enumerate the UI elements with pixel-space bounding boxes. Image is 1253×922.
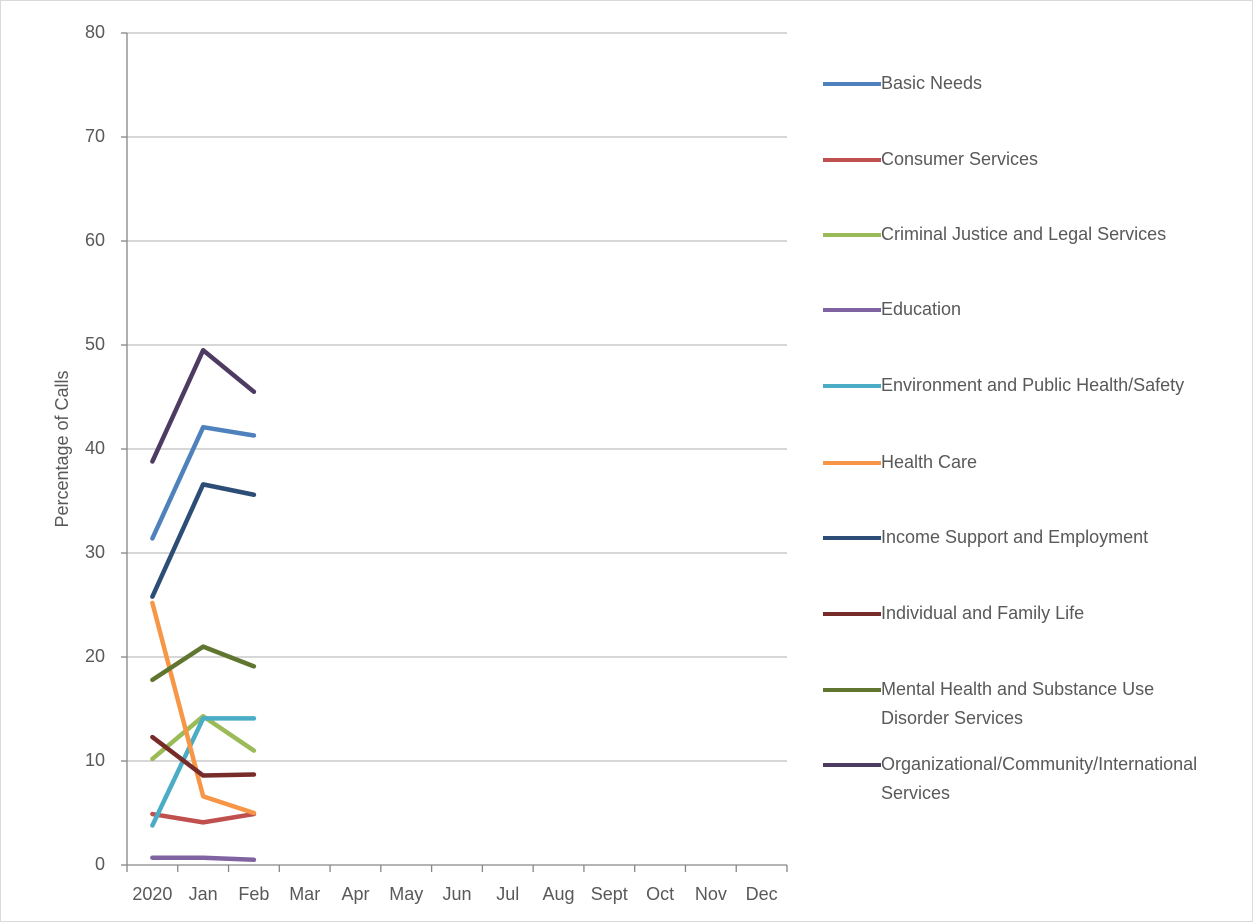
series-line [150, 600, 257, 816]
legend-label: Mental Health and Substance Use Disorder… [881, 679, 1155, 728]
x-tick-label: Sept [591, 884, 628, 904]
x-tick-label: May [389, 884, 423, 904]
series-line [150, 811, 257, 825]
legend-label: Organizational/Community/International S… [881, 754, 1198, 803]
x-tick-label: Dec [746, 884, 778, 904]
x-tick-label: Apr [341, 884, 369, 904]
y-tick-label: 30 [85, 542, 105, 562]
legend-swatch [823, 688, 881, 692]
legend-entry: Criminal Justice and Legal Services [823, 223, 1223, 249]
y-axis-title: Percentage of Calls [52, 370, 72, 527]
x-tick-label: Feb [238, 884, 269, 904]
legend-swatch [823, 612, 881, 616]
y-tick-label: 60 [85, 230, 105, 250]
legend-label: Criminal Justice and Legal Services [881, 224, 1167, 244]
legend-label: Income Support and Employment [881, 527, 1149, 547]
legend-label: Consumer Services [881, 149, 1039, 169]
x-tick-label: Nov [695, 884, 727, 904]
y-tick-label: 20 [85, 646, 105, 666]
legend-entry: Organizational/Community/International S… [823, 753, 1223, 808]
legend-entry: Mental Health and Substance Use Disorder… [823, 678, 1223, 733]
x-tick-label: Jan [189, 884, 218, 904]
legend-swatch [823, 384, 881, 388]
legend-entry: Consumer Services [823, 148, 1223, 174]
legend-swatch [823, 536, 881, 540]
legend-swatch [823, 763, 881, 767]
legend-entry: Environment and Public Health/Safety [823, 374, 1223, 400]
y-tick-label: 50 [85, 334, 105, 354]
legend-swatch [823, 82, 881, 86]
legend-entry: Basic Needs [823, 72, 1223, 98]
x-tick-label: Aug [543, 884, 575, 904]
series-line [150, 734, 257, 778]
legend-swatch [823, 233, 881, 237]
y-tick-label: 40 [85, 438, 105, 458]
x-tick-label: Jul [496, 884, 519, 904]
y-tick-label: 70 [85, 126, 105, 146]
legend-swatch [823, 158, 881, 162]
legend-label: Education [881, 299, 962, 319]
legend-label: Health Care [881, 452, 978, 472]
legend-entry: Health Care [823, 451, 1223, 477]
series-line [150, 482, 257, 599]
legend-entry: Income Support and Employment [823, 526, 1223, 552]
x-tick-label: Oct [646, 884, 674, 904]
y-tick-label: 80 [85, 22, 105, 42]
x-tick-label: Mar [289, 884, 320, 904]
y-tick-label: 10 [85, 750, 105, 770]
y-tick-label: 0 [95, 854, 105, 874]
series-line [150, 716, 257, 828]
legend-entry: Individual and Family Life [823, 602, 1223, 628]
legend-swatch [823, 308, 881, 312]
x-tick-label: Jun [442, 884, 471, 904]
series-line [150, 644, 257, 683]
series-line [150, 424, 257, 541]
series-line [150, 855, 257, 863]
legend-label: Environment and Public Health/Safety [881, 375, 1185, 395]
legend-entry: Education [823, 298, 1223, 324]
series-line [150, 347, 257, 464]
legend-swatch [823, 461, 881, 465]
legend-label: Individual and Family Life [881, 603, 1085, 623]
x-tick-label: 2020 [132, 884, 172, 904]
legend-label: Basic Needs [881, 73, 983, 93]
